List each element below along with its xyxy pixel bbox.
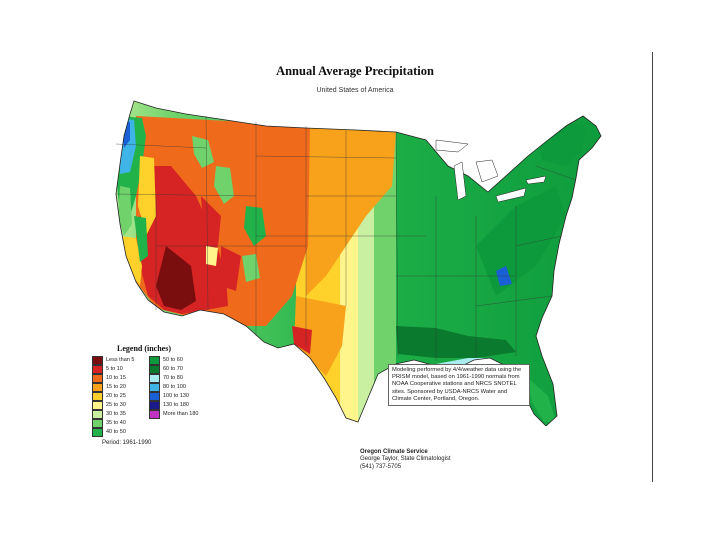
legend-item: Less than 5 (92, 355, 143, 365)
legend-item: 30 to 35 (92, 409, 143, 419)
map-legend: Legend (inches) Less than 5 50 to 60 5 t… (88, 340, 200, 460)
legend-swatch (149, 400, 160, 410)
legend-swatch (92, 391, 103, 401)
legend-swatch (92, 427, 103, 437)
legend-label: 40 to 50 (106, 429, 126, 435)
legend-item: 60 to 70 (149, 364, 200, 374)
us-outline (115, 100, 602, 426)
legend-swatch (149, 391, 160, 401)
legend-label: 35 to 40 (106, 420, 126, 426)
service-phone: (541) 737-5705 (360, 463, 402, 470)
legend-title: Legend (inches) (117, 344, 171, 353)
legend-swatch (92, 364, 103, 374)
legend-swatch (92, 373, 103, 383)
legend-label: 20 to 25 (106, 393, 126, 399)
legend-swatch (92, 409, 103, 419)
legend-label: More than 180 (163, 411, 199, 417)
legend-item (149, 419, 200, 427)
legend-item: 100 to 130 (149, 391, 200, 401)
legend-swatch (149, 382, 160, 392)
legend-item: 50 to 60 (149, 355, 200, 365)
frame-divider-line (652, 52, 653, 482)
legend-grid: Less than 5 50 to 60 5 to 10 60 to 70 10… (88, 355, 200, 437)
legend-item: 25 to 30 (92, 400, 143, 410)
legend-item: 10 to 15 (92, 373, 143, 383)
legend-swatch (92, 400, 103, 410)
legend-item: 80 to 100 (149, 382, 200, 392)
legend-label: 70 to 80 (163, 375, 183, 381)
legend-swatch (92, 382, 103, 392)
legend-swatch (149, 364, 160, 374)
service-info: Oregon Climate Service George Taylor, St… (360, 449, 530, 472)
legend-swatch (92, 418, 103, 428)
legend-item: 40 to 50 (92, 427, 143, 437)
map-subtitle: United States of America (316, 87, 394, 94)
legend-item: 15 to 20 (92, 382, 143, 392)
state-boundaries (115, 115, 577, 361)
legend-label: 25 to 30 (106, 402, 126, 408)
legend-label: 5 to 10 (106, 366, 123, 372)
legend-item: 130 to 180 (149, 400, 200, 410)
legend-swatch (149, 409, 160, 419)
legend-label: 15 to 20 (106, 384, 126, 390)
legend-label: 30 to 35 (106, 411, 126, 417)
legend-label: 60 to 70 (163, 366, 183, 372)
legend-label: 10 to 15 (106, 375, 126, 381)
service-name: Oregon Climate Service (360, 449, 428, 455)
credit-box: Modeling performed by 4/4/weather data u… (388, 364, 530, 407)
precipitation-map (115, 100, 602, 426)
legend-item: 70 to 80 (149, 373, 200, 383)
service-person: George Taylor, State Climatologist (360, 456, 451, 463)
map-title: Annual Average Precipitation (276, 64, 434, 78)
legend-swatch (149, 373, 160, 383)
legend-label: Less than 5 (106, 357, 135, 363)
legend-item: More than 180 (149, 409, 200, 419)
legend-label: 130 to 180 (163, 402, 189, 408)
legend-swatch (92, 355, 103, 365)
legend-label: 80 to 100 (163, 384, 186, 390)
legend-label: 50 to 60 (163, 357, 183, 363)
legend-swatch (149, 355, 160, 365)
legend-item: 20 to 25 (92, 391, 143, 401)
legend-period: Period: 1961-1990 (102, 440, 152, 446)
legend-item: 35 to 40 (92, 418, 143, 428)
legend-label: 100 to 130 (163, 393, 189, 399)
great-lakes (435, 139, 547, 203)
legend-item: 5 to 10 (92, 364, 143, 374)
